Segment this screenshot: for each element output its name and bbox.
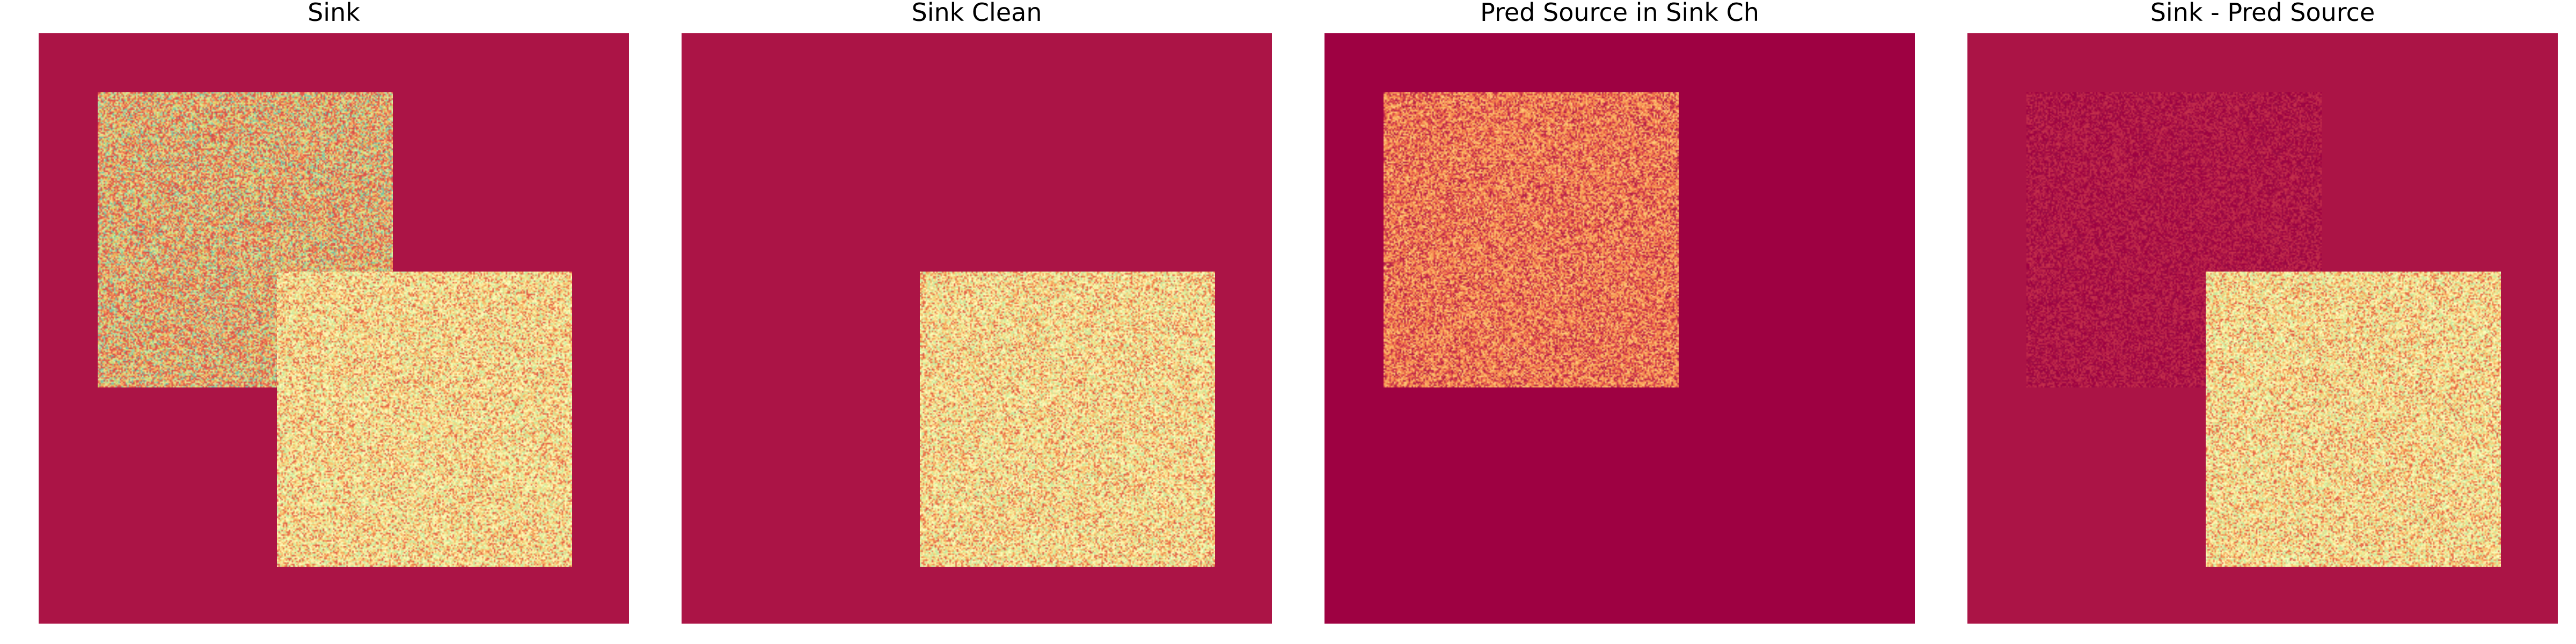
sink-clean-image <box>682 33 1272 624</box>
panel-title: Sink - Pred Source <box>2150 0 2375 27</box>
sink-square <box>2206 272 2501 567</box>
panel-title: Sink <box>308 0 360 27</box>
sink-image <box>39 33 629 624</box>
panel-sink-clean: Sink Clean <box>682 0 1272 644</box>
panel-pred-source: Pred Source in Sink Ch <box>1324 0 1915 644</box>
sink-square <box>920 272 1215 567</box>
panel-title: Sink Clean <box>911 0 1042 27</box>
predicted-source-square <box>1384 92 1679 387</box>
pred-source-image <box>1324 33 1915 624</box>
panel-sink-minus-pred: Sink - Pred Source <box>1967 0 2558 644</box>
panel-title: Pred Source in Sink Ch <box>1480 0 1759 27</box>
sink-minus-pred-image <box>1967 33 2558 624</box>
panel-sink: Sink <box>39 0 629 644</box>
sink-square <box>277 272 572 567</box>
